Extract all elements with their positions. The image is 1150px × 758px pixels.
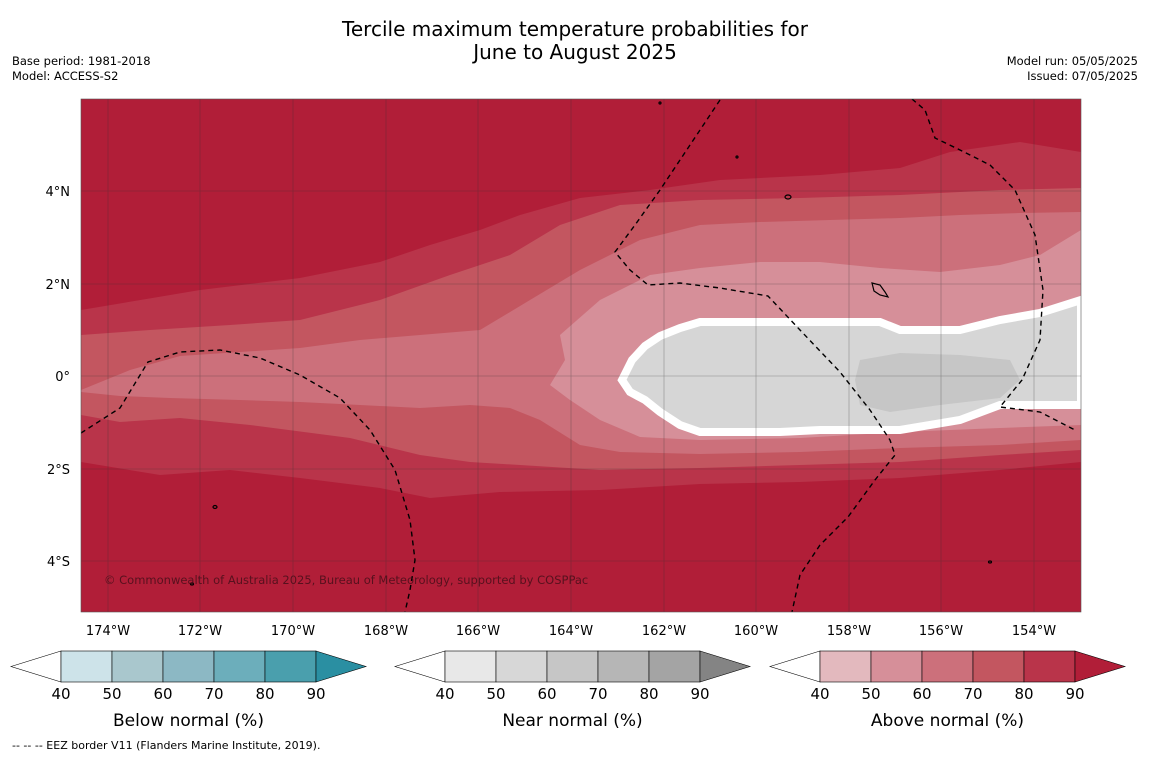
colorbar-tick-label: 60 [153,685,172,703]
islands [189,101,993,586]
issued-text: Issued: 07/05/2025 [1027,69,1138,83]
colorbar-tick-label: 40 [51,685,70,703]
colorbar-segment [111,650,164,683]
longitude-label: 168°W [364,624,408,639]
colorbar-high-arrow [699,650,752,683]
colorbar-legends: 40 50 60 70 80 90 Below normal (%) 40 50 60 70 80 90… [9,650,1127,731]
meta-right: Model run: 05/05/2025 Issued: 07/05/2025 [1007,54,1138,84]
probability-field [81,99,1081,612]
model-run-text: Model run: 05/05/2025 [1006,54,1138,68]
colorbar-segment [495,650,548,683]
colorbar-tick-label: 60 [912,685,931,703]
colorbar-tick-label: 60 [537,685,556,703]
longitude-label: 156°W [919,624,963,639]
colorbar-tick-label: 80 [1014,685,1033,703]
colorbar-tick-label: 50 [486,685,505,703]
model-text: Model: ACCESS-S2 [12,69,119,83]
latitude-label: 4°N [46,185,71,200]
colorbar-segment [213,650,266,683]
colorbar-segment [972,650,1025,683]
eez-footer-note: -- -- -- EEZ border V11 (Flanders Marine… [12,739,321,752]
map-frame [80,98,1082,613]
colorbar-low-arrow [768,650,821,683]
title-line-2: June to August 2025 [473,40,677,64]
colorbar-tick-label: 90 [690,685,709,703]
colorbar-tick-label: 90 [1065,685,1084,703]
latitude-labels: 4°N 2°N 0° 2°S 4°S [46,185,71,570]
colorbar-tick-label: 70 [204,685,223,703]
colorbar-high-arrow [315,650,368,683]
colorbar-tick-label: 40 [810,685,829,703]
colorbar-tick-label: 50 [861,685,880,703]
colorbar-title: Near normal (%) [502,711,642,731]
longitude-label: 164°W [549,624,593,639]
colorbar-tick-label: 80 [639,685,658,703]
colorbar-low-arrow [393,650,446,683]
meta-left: Base period: 1981-2018 Model: ACCESS-S2 [12,54,151,84]
longitude-label: 166°W [456,624,500,639]
graticule [81,99,1081,612]
colorbar-segment [264,650,317,683]
colorbar-tick-label: 50 [102,685,121,703]
longitude-label: 170°W [271,624,315,639]
longitude-label: 174°W [86,624,130,639]
longitude-label: 172°W [178,624,222,639]
colorbar-segment [546,650,599,683]
colorbar-segment [597,650,650,683]
colorbar-segment [1023,650,1076,683]
colorbar-tick-label: 70 [963,685,982,703]
longitude-label: 154°W [1012,624,1056,639]
colorbar-segment [444,650,497,683]
colorbar-segment [870,650,923,683]
colorbar-title: Above normal (%) [871,711,1024,731]
title-line-1: Tercile maximum temperature probabilitie… [342,17,808,41]
latitude-label: 4°S [47,555,70,570]
colorbar-title: Below normal (%) [113,711,264,731]
longitude-label: 160°W [734,624,778,639]
copyright-text: © Commonwealth of Australia 2025, Bureau… [104,573,588,587]
colorbar: 40 50 60 70 80 90 Above normal (%) [768,650,1127,731]
colorbar: 40 50 60 70 80 90 Below normal (%) [9,650,368,731]
map-title: Tercile maximum temperature probabilitie… [0,18,1150,64]
base-period-text: Base period: 1981-2018 [12,54,151,68]
colorbar-segment [921,650,974,683]
longitude-label: 158°W [827,624,871,639]
colorbar-segment [60,650,113,683]
latitude-label: 0° [55,370,70,385]
colorbar-tick-label: 80 [255,685,274,703]
colorbar-segment [162,650,215,683]
latitude-label: 2°S [47,463,70,478]
colorbar-tick-label: 40 [435,685,454,703]
colorbar-segment [648,650,701,683]
colorbar-tick-label: 70 [588,685,607,703]
colorbar-low-arrow [9,650,62,683]
colorbar-tick-label: 90 [306,685,325,703]
colorbar: 40 50 60 70 80 90 Near normal (%) [393,650,752,731]
longitude-labels: 174°W 172°W 170°W 168°W 166°W 164°W 162°W 160°W… [86,624,1056,639]
longitude-label: 162°W [642,624,686,639]
eez-borders [81,99,1076,612]
latitude-label: 2°N [46,278,71,293]
near-60-patch [855,353,1020,412]
colorbar-segment [819,650,872,683]
colorbar-high-arrow [1074,650,1127,683]
